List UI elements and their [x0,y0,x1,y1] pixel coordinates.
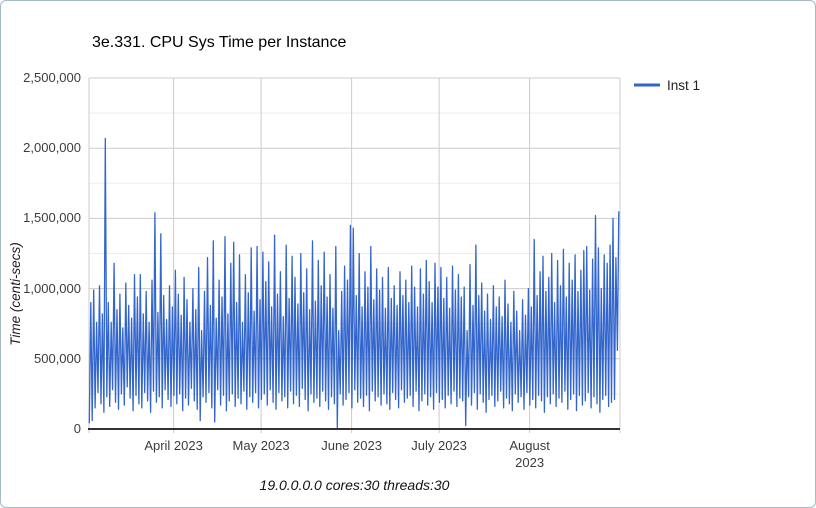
chart-caption: 19.0.0.0.0 cores:30 threads:30 [259,477,450,493]
series-line [88,137,620,429]
y-tick-label: 1,500,000 [23,210,81,226]
chart-title: 3e.331. CPU Sys Time per Instance [92,34,347,51]
x-tick-label: June 2023 [321,438,382,453]
x-tick-label: May 2023 [232,438,290,453]
y-tick-label: 500,000 [34,350,81,366]
x-tick-label: July 2023 [411,438,467,453]
x-tick-label: August 2023 [509,438,550,470]
legend-entry-label: Inst 1 [667,78,701,93]
y-tick-label: 2,000,000 [23,140,81,156]
y-tick-label: 0 [73,421,81,436]
x-tick-label: April 2023 [144,438,203,453]
y-tick-label: 1,000,000 [23,280,81,296]
y-tick-label: 2,500,000 [23,70,81,85]
